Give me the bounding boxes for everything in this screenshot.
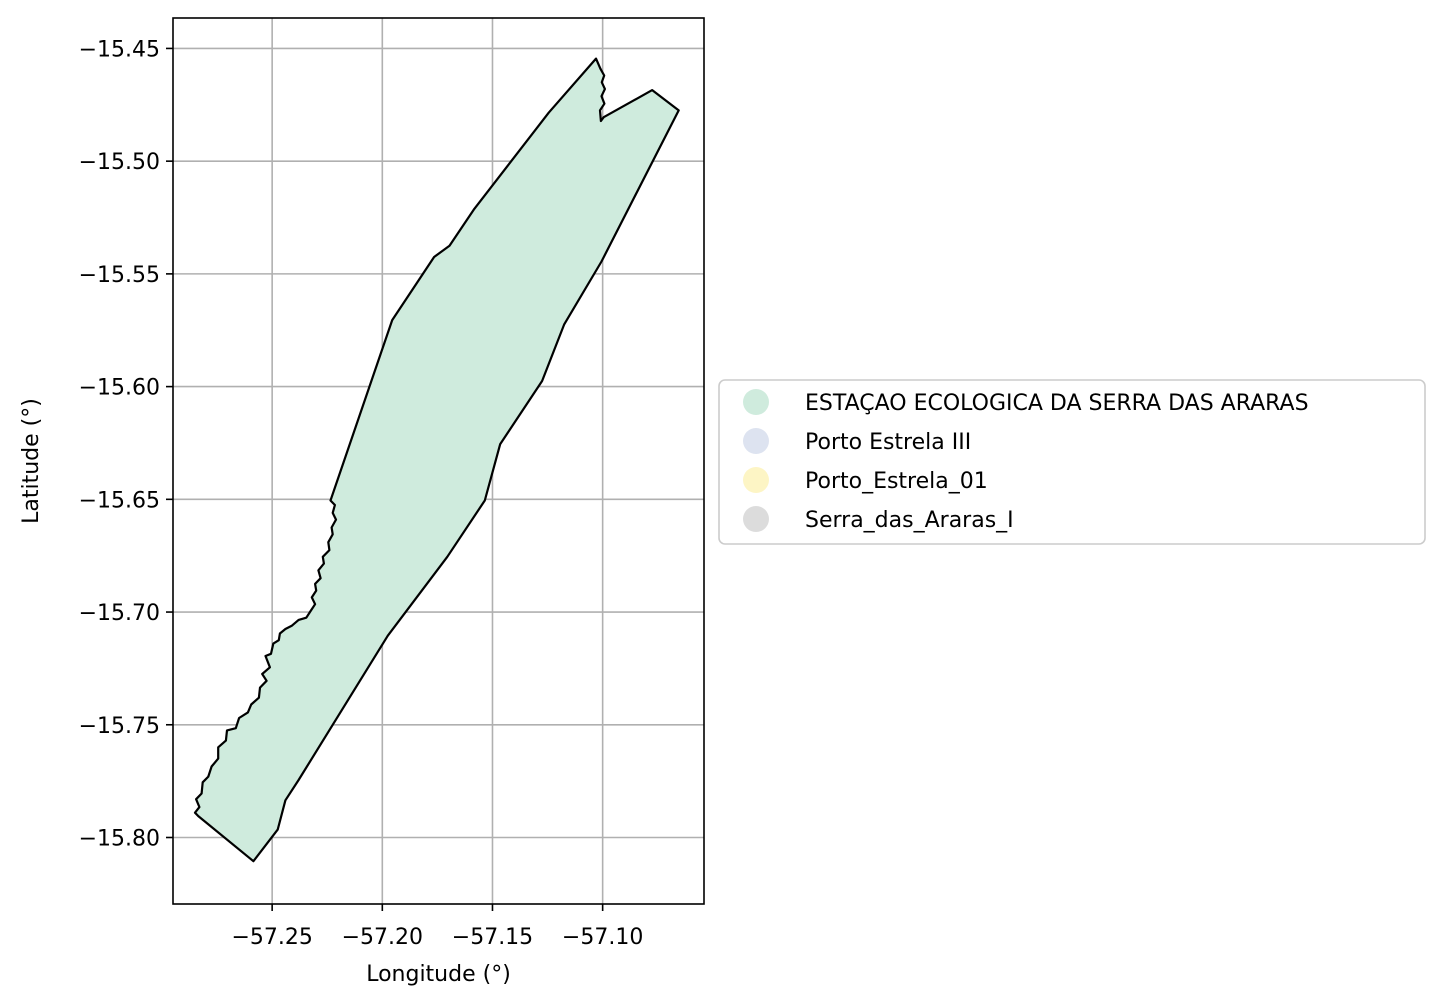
legend-marker	[743, 389, 769, 415]
y-tick-label: −15.70	[79, 601, 160, 626]
legend-label: Porto Estrela III	[805, 430, 971, 455]
axes-frame	[172, 17, 705, 905]
y-tick-label: −15.80	[79, 826, 160, 851]
legend-entries: ESTAÇAO ECOLOGICA DA SERRA DAS ARARAS Por…	[743, 389, 1309, 533]
x-tick-label: −57.15	[452, 925, 533, 950]
polygon-layer	[193, 57, 680, 863]
legend-marker	[743, 467, 769, 493]
legend-marker	[743, 506, 769, 532]
legend: ESTAÇAO ECOLOGICA DA SERRA DAS ARARAS Por…	[718, 379, 1426, 545]
y-axis-label: Latitude (°)	[19, 398, 44, 524]
y-tick-label: −15.75	[79, 714, 160, 739]
x-tick-label: −57.10	[562, 925, 643, 950]
tick-layer: −57.25 −57.20 −57.15 −57.10 −15.45 −15.50 −15.…	[79, 37, 644, 950]
plot-area: −57.25 −57.20 −57.15 −57.10 −15.45 −15.50 −15.…	[79, 17, 705, 950]
x-tick-label: −57.20	[342, 925, 423, 950]
y-tick-label: −15.60	[79, 376, 160, 401]
legend-frame	[718, 379, 1426, 545]
reserve-polygon	[193, 57, 680, 863]
x-tick-label: −57.25	[231, 925, 312, 950]
y-tick-label: −15.45	[79, 37, 160, 62]
legend-label: ESTAÇAO ECOLOGICA DA SERRA DAS ARARAS	[805, 391, 1309, 416]
legend-label: Porto_Estrela_01	[805, 469, 988, 494]
x-axis-label: Longitude (°)	[366, 962, 511, 987]
y-tick-label: −15.50	[79, 150, 160, 175]
y-tick-label: −15.65	[79, 488, 160, 513]
legend-label: Serra_das_Araras_I	[805, 508, 1014, 533]
legend-marker	[743, 428, 769, 454]
y-tick-label: −15.55	[79, 263, 160, 288]
